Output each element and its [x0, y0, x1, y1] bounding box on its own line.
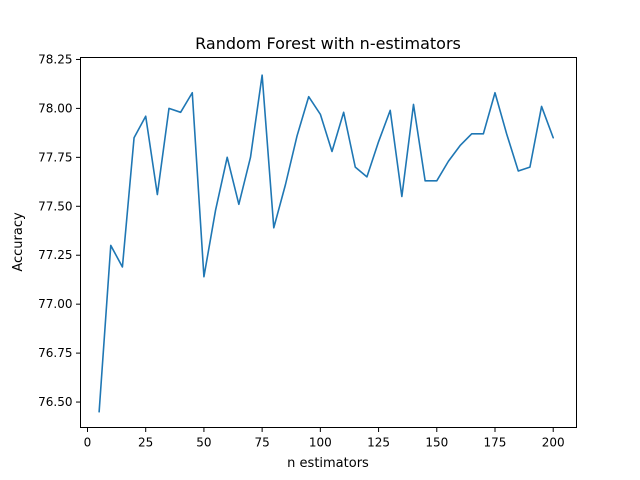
x-tick-label: 200	[542, 436, 565, 450]
x-tick-label: 0	[84, 436, 92, 450]
x-tick-label: 100	[309, 436, 332, 450]
y-axis-label: Accuracy	[11, 212, 26, 272]
y-tick-label: 76.75	[38, 346, 72, 360]
y-tick-label: 76.50	[38, 395, 72, 409]
plot-frame	[80, 57, 577, 428]
x-tick-label: 125	[367, 436, 390, 450]
series-line	[98, 74, 555, 413]
y-tick-label: 77.75	[38, 150, 72, 164]
x-tick-label: 50	[196, 436, 211, 450]
x-tick-label: 25	[138, 436, 153, 450]
chart-title: Random Forest with n-estimators	[195, 34, 461, 53]
y-tick-label: 78.00	[38, 101, 72, 115]
y-tick-label: 78.25	[38, 52, 72, 66]
y-axis: 76.50 76.75 77.00 77.25 77.50 77.75 78.00 78.25	[38, 52, 81, 409]
x-tick-label: 150	[425, 436, 448, 450]
x-axis-label: n estimators	[287, 456, 369, 471]
y-tick-label: 77.25	[38, 248, 72, 262]
plot-series	[98, 74, 555, 413]
y-tick-label: 77.50	[38, 199, 72, 213]
x-tick-label: 175	[484, 436, 507, 450]
x-tick-label: 75	[254, 436, 269, 450]
y-tick-label: 77.00	[38, 297, 72, 311]
x-axis: 0 25 50 75 100 125 150 175 200	[84, 427, 565, 450]
